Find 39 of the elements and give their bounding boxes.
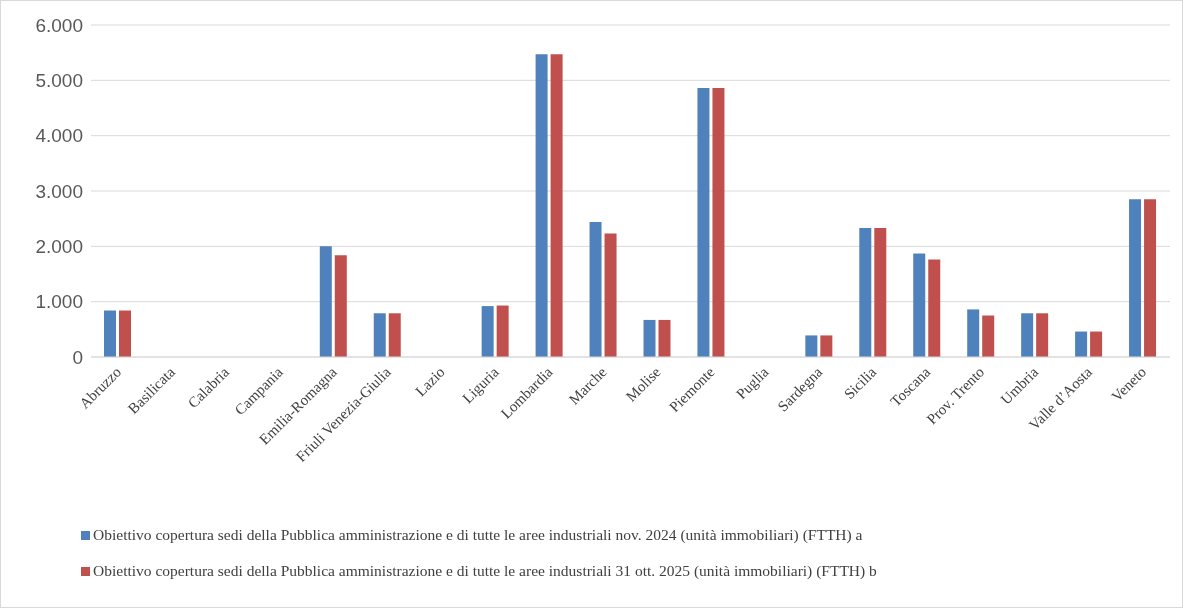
bar — [805, 335, 818, 357]
bar — [1075, 331, 1088, 357]
bar — [319, 246, 332, 357]
y-tick-label: 1.000 — [35, 291, 83, 313]
legend-label: Obiettivo copertura sedi della Pubblica amministrazione e di tutte le aree industriali 31 ott. 2025 (unità immobiliari) (FTTH) b — [93, 562, 877, 580]
y-tick-label: 5.000 — [35, 70, 83, 92]
bar — [104, 310, 116, 357]
bar — [820, 335, 833, 357]
bar — [535, 54, 548, 357]
bar — [982, 315, 995, 357]
bar — [859, 228, 872, 357]
bar — [697, 88, 710, 357]
bar — [1144, 199, 1157, 357]
bar — [1129, 199, 1142, 357]
legend-label: Obiettivo copertura sedi della Pubblica amministrazione e di tutte le aree industriali nov. 2024 (unità immobiliari) (FTTH) a — [93, 526, 863, 544]
bar — [388, 313, 401, 357]
bar — [550, 54, 563, 357]
bar — [496, 305, 509, 357]
bar — [1036, 313, 1049, 357]
y-tick-label: 4.000 — [35, 125, 83, 147]
bar — [119, 310, 131, 357]
bar — [967, 309, 980, 357]
bar — [604, 233, 617, 357]
bar — [712, 88, 725, 357]
y-tick-label: 3.000 — [35, 180, 83, 202]
bar — [481, 306, 494, 357]
bar — [874, 228, 887, 357]
bar — [928, 259, 941, 357]
y-tick-label: 2.000 — [35, 236, 83, 258]
bar — [913, 253, 926, 357]
bar — [1021, 313, 1034, 357]
bar — [373, 313, 386, 357]
bar — [643, 319, 656, 357]
bar — [658, 319, 671, 357]
y-tick-label: 6.000 — [35, 14, 83, 36]
bar — [589, 221, 602, 357]
y-tick-label: 0 — [72, 346, 83, 368]
bar — [1090, 331, 1103, 357]
bar — [334, 255, 347, 357]
